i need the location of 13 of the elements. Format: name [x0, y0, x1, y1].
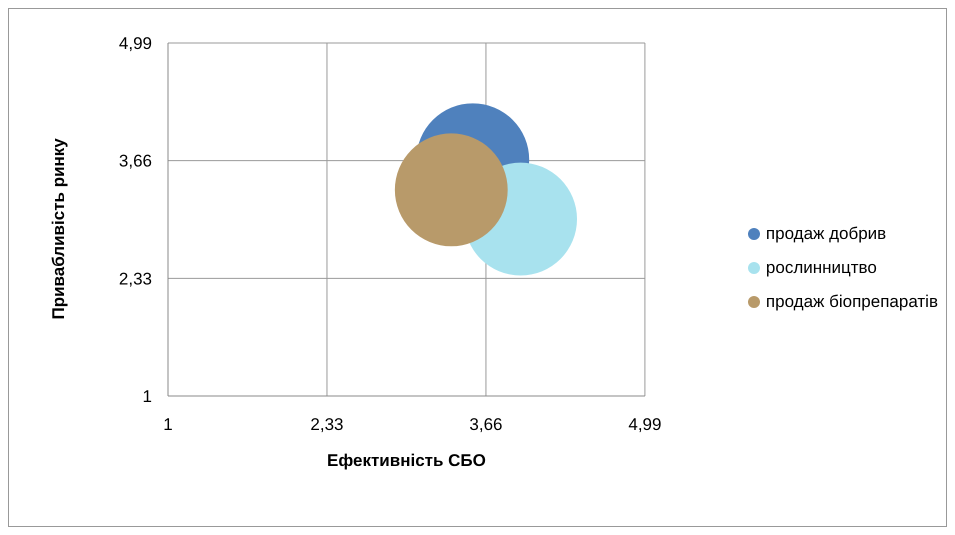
- legend-label: продаж добрив: [766, 224, 886, 244]
- x-tick-label: 1: [163, 415, 173, 434]
- x-tick-label: 2,33: [310, 415, 344, 434]
- y-tick-label: 2,33: [118, 269, 152, 288]
- x-tick-label: 3,66: [469, 415, 502, 434]
- legend-label: продаж біопрепаратів: [766, 292, 938, 312]
- y-tick-label: 1: [142, 387, 152, 406]
- y-tick-label: 4,99: [118, 34, 152, 54]
- x-axis-title: Ефективність СБО: [327, 451, 486, 470]
- x-tick-label: 4,99: [628, 415, 662, 434]
- y-tick-label: 3,66: [118, 152, 152, 171]
- legend-label: рослинництво: [766, 258, 877, 278]
- y-axis-title: Привабливість ринку: [49, 138, 68, 320]
